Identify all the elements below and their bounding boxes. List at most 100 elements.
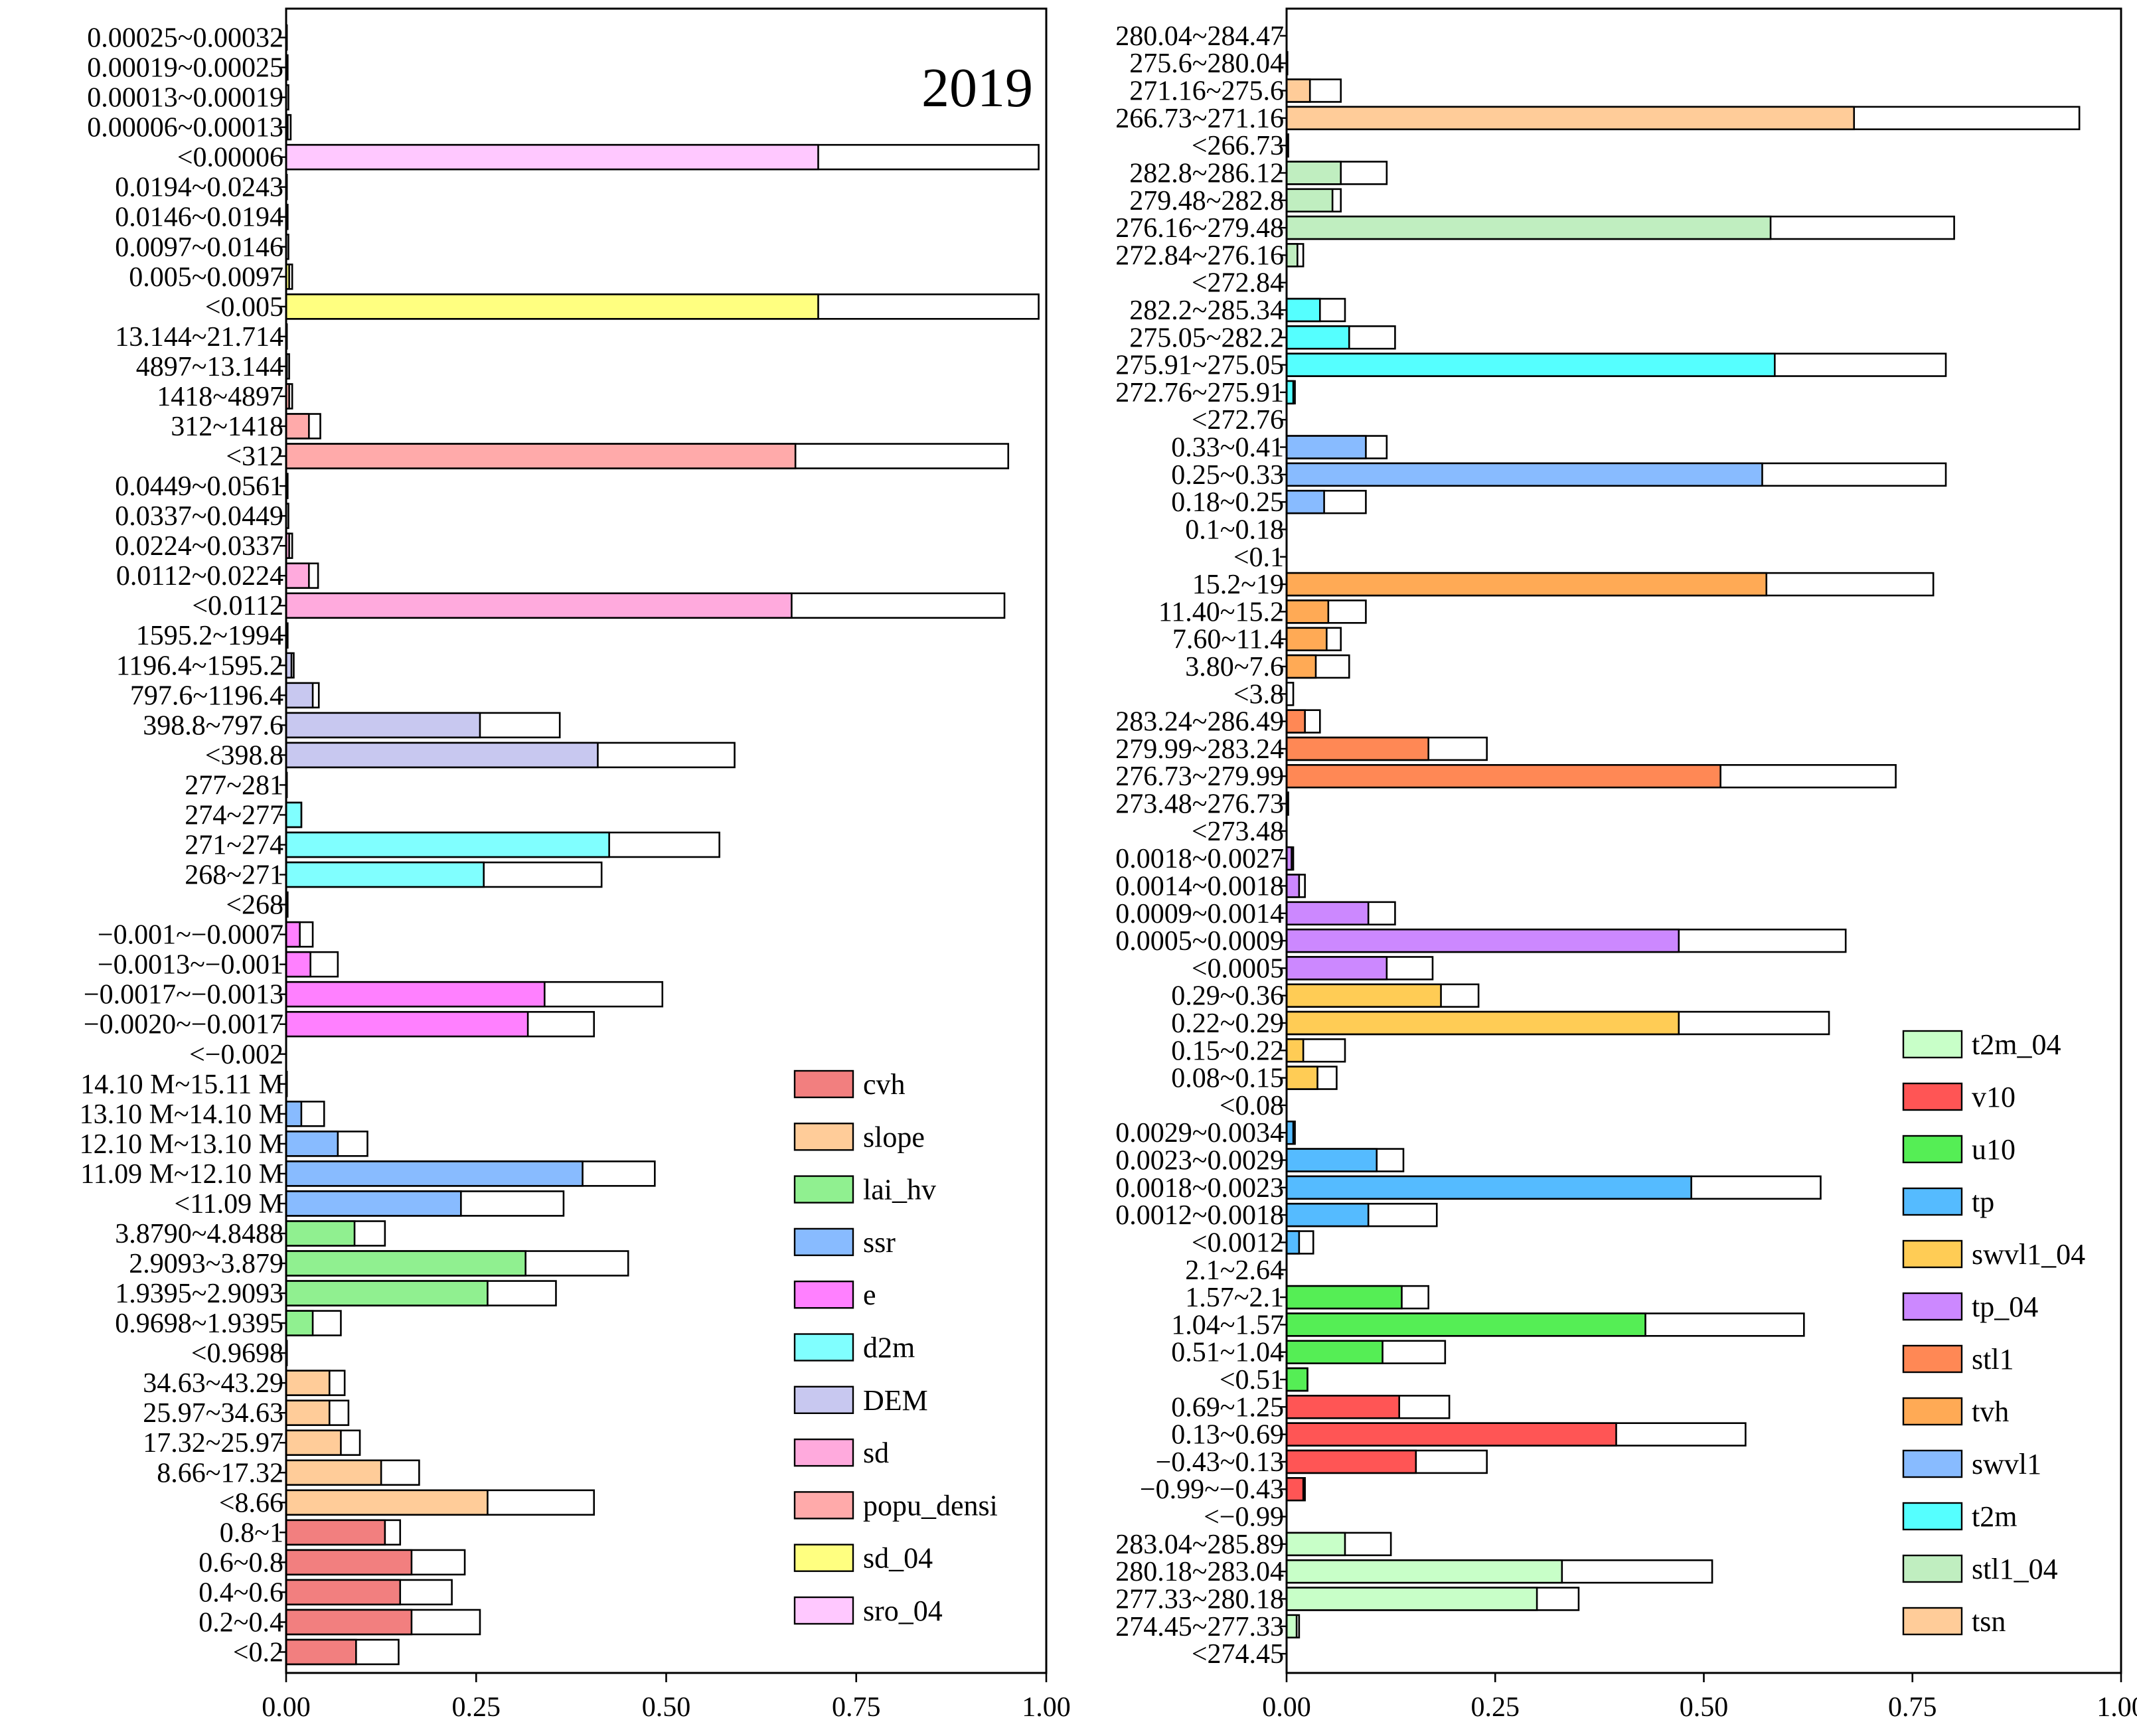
bar-value-t2m_04-2 — [1285, 1587, 1538, 1611]
bar-value-sd_04-4 — [285, 293, 819, 320]
legend-label-stl1: stl1 — [1972, 1343, 2014, 1376]
category-label: 13.10 M~14.10 M — [80, 1099, 283, 1130]
bar-value-swvl1_04-2 — [1285, 1038, 1305, 1063]
category-label: 0.33~0.41 — [1171, 433, 1284, 463]
bar-value-e-0 — [285, 921, 301, 948]
category-label: <−0.002 — [189, 1040, 283, 1070]
category-label: 7.60~11.4 — [1172, 625, 1284, 655]
legend-label-DEM: DEM — [863, 1384, 928, 1417]
legend-swatch-v10 — [1902, 1082, 1963, 1111]
category-label: 0.00006~0.00013 — [87, 113, 283, 143]
legend-label-tsn: tsn — [1972, 1605, 2006, 1638]
category-label: 0.0018~0.0023 — [1115, 1173, 1284, 1204]
bar-value-t2m-0 — [1285, 297, 1321, 323]
category-label: 25.97~34.63 — [143, 1398, 283, 1429]
category-label: 283.24~286.49 — [1115, 707, 1284, 738]
bar-value-tvh-0 — [1285, 572, 1768, 597]
legend-swatch-swvl1_04 — [1902, 1239, 1963, 1269]
category-label: 274~277 — [185, 800, 283, 830]
bar-value-e-3 — [285, 1010, 529, 1038]
category-label: −0.0013~−0.001 — [98, 950, 283, 981]
bar-value-tp_04-1 — [1285, 874, 1301, 898]
bar-value-sro_04-4 — [285, 143, 819, 171]
category-label: <0.0012 — [1192, 1227, 1284, 1258]
bar-value-lai_hv-3 — [285, 1310, 314, 1336]
x-tick-label: 0.75 — [832, 1692, 881, 1723]
bar-value-swvl1_04-1 — [1285, 1010, 1680, 1036]
bar-value-ssr-3 — [285, 1160, 584, 1187]
bar-value-e-2 — [285, 981, 546, 1008]
category-label: 279.99~283.24 — [1115, 734, 1284, 765]
bar-value-popu_densi-4 — [285, 443, 797, 469]
bar-value-ssr-2 — [285, 1131, 339, 1157]
bar-value-tvh-2 — [1285, 627, 1328, 651]
category-label: −0.001~−0.0007 — [98, 920, 283, 951]
category-label: 1418~4897 — [157, 382, 283, 412]
category-label: 268~271 — [185, 860, 283, 891]
category-label: 0.0097~0.0146 — [115, 232, 283, 263]
category-label: <0.08 — [1220, 1091, 1284, 1121]
legend-label-swvl1_04: swvl1_04 — [1972, 1238, 2085, 1271]
category-label: 0.0029~0.0034 — [1115, 1118, 1284, 1148]
category-label: 0.0194~0.0243 — [115, 173, 283, 203]
category-label: 280.18~283.04 — [1115, 1557, 1284, 1587]
bar-value-sd-4 — [285, 592, 793, 619]
category-label: 0.4~0.6 — [198, 1577, 283, 1608]
category-label: 274.45~277.33 — [1115, 1612, 1284, 1642]
category-label: 0.0005~0.0009 — [1115, 926, 1284, 957]
legend-swatch-t2m_04 — [1902, 1030, 1963, 1059]
bar-value-tsn-2 — [1285, 78, 1311, 103]
category-label: 0.0224~0.0337 — [115, 531, 283, 562]
category-label: 0.00019~0.00025 — [87, 53, 283, 84]
bar-value-e-1 — [285, 951, 311, 978]
bar-value-t2m-3 — [1285, 380, 1295, 405]
x-tick-label: 1.00 — [1022, 1692, 1071, 1723]
bar-value-d2m-3 — [285, 861, 485, 888]
category-label: 0.69~1.25 — [1171, 1392, 1284, 1423]
category-label: 8.66~17.32 — [157, 1458, 283, 1488]
category-label: 275.05~282.2 — [1129, 323, 1284, 353]
legend-swatch-lai_hv — [793, 1175, 854, 1204]
bar-total-tvh-4 — [1285, 682, 1295, 706]
legend-label-u10: u10 — [1972, 1133, 2016, 1166]
bar-value-t2m_04-1 — [1285, 1559, 1563, 1584]
bar-value-stl1_04-0 — [1285, 161, 1342, 185]
category-label: 0.0337~0.0449 — [115, 501, 283, 532]
category-label: 2.9093~3.879 — [129, 1249, 283, 1279]
category-label: 0.18~0.25 — [1171, 487, 1284, 518]
category-label: 1.9395~2.9093 — [115, 1279, 283, 1309]
legend-swatch-d2m — [793, 1333, 854, 1362]
legend-swatch-tsn — [1902, 1607, 1963, 1636]
bar-value-stl1-1 — [1285, 736, 1429, 761]
category-label: 2.1~2.64 — [1185, 1255, 1284, 1286]
bar-value-tp_04-3 — [1285, 928, 1680, 953]
category-label: <268 — [226, 890, 283, 921]
category-label: 15.2~19 — [1192, 570, 1284, 600]
chart-title: 2019 — [921, 57, 1033, 119]
bar-value-slope-4 — [285, 1489, 489, 1516]
category-label: 0.8~1 — [220, 1518, 283, 1548]
category-label: 0.9698~1.9395 — [115, 1308, 283, 1339]
category-label: 0.0018~0.0027 — [1115, 844, 1284, 874]
legend-label-lai_hv: lai_hv — [863, 1174, 936, 1206]
category-label: <272.76 — [1192, 405, 1284, 435]
x-tick-label: 0.00 — [1262, 1692, 1311, 1723]
category-label: 0.15~0.22 — [1171, 1036, 1284, 1066]
category-label: 273.48~276.73 — [1115, 789, 1284, 820]
category-label: 277~281 — [185, 770, 283, 801]
right-panel: 280.04~284.47275.6~280.04271.16~275.6266… — [1115, 7, 2137, 1723]
category-label: 276.16~279.48 — [1115, 213, 1284, 244]
x-tick-label: 0.25 — [1471, 1692, 1520, 1723]
category-label: 3.80~7.6 — [1185, 652, 1284, 682]
category-label: 14.10 M~15.11 M — [80, 1069, 283, 1100]
bar-value-u10-2 — [1285, 1312, 1646, 1337]
bar-value-t2m-1 — [1285, 325, 1350, 350]
category-label: <312 — [226, 441, 283, 472]
bar-value-slope-1 — [285, 1399, 331, 1426]
bar-value-u10-3 — [1285, 1340, 1384, 1364]
category-label: <0.0005 — [1192, 953, 1284, 984]
category-label: 0.6~0.8 — [198, 1547, 283, 1578]
category-label: 0.0449~0.0561 — [115, 471, 283, 502]
bar-value-stl1-2 — [1285, 763, 1721, 789]
category-label: <266.73 — [1192, 131, 1284, 161]
